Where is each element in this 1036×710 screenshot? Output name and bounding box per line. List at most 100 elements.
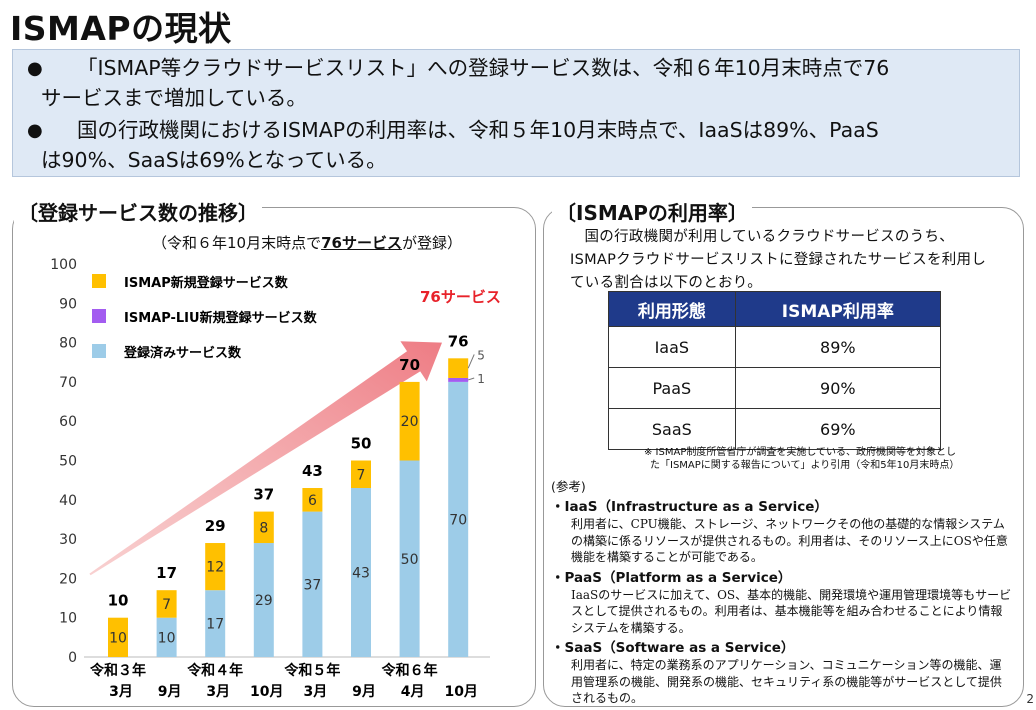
x-tick-label-month: 10月 (444, 684, 477, 700)
x-tick-label-year: 令和６年 (381, 662, 438, 679)
chart-note-prefix: （令和６年10月末時点で (152, 234, 322, 252)
bar-value-label: 50 (401, 552, 419, 568)
bar-value-label: 37 (303, 577, 321, 593)
bar-total-label: 50 (351, 435, 372, 453)
reference-title: (参考) (551, 479, 586, 494)
page-number: 2 (1026, 692, 1034, 706)
bar-segment (351, 488, 371, 657)
x-tick-label-year: 令和３年 (89, 662, 146, 679)
usage-rate-panel (543, 207, 1024, 707)
bullet-icon: ● (27, 120, 43, 141)
table-cell-type: SaaS (608, 408, 736, 450)
bar-segment (156, 617, 177, 657)
bar-segment (205, 590, 226, 657)
bar-total-label: 43 (302, 462, 323, 480)
reference-body-saas: 利用者に、特定の業務系のアプリケーション、コミュニケーション等の機能、運用管理系… (571, 658, 1002, 705)
callout-label-liu: 1 (477, 372, 485, 386)
source-line: ※ ISMAP制度所管省庁が調査を実施している、政府機関等を対象とし (644, 447, 957, 458)
y-tick-label: 20 (59, 571, 77, 587)
y-tick-label: 30 (59, 532, 77, 548)
callout-line (468, 377, 475, 381)
x-tick-label-month: 3月 (304, 684, 328, 700)
bar-value-label: 10 (158, 630, 176, 646)
bar-total-label: 17 (156, 564, 177, 582)
table-header-rate: ISMAP利用率 (734, 291, 942, 327)
table-header-type: 利用形態 (608, 291, 736, 327)
bar-segment (253, 543, 274, 657)
bar-total-label: 70 (399, 356, 420, 374)
x-tick-label-month: 4月 (401, 684, 425, 700)
bullet-icon: ● (27, 58, 43, 79)
bar-total-label: 76 (448, 332, 469, 350)
chart-note: （令和６年10月末時点で76サービスが登録） (152, 232, 462, 253)
bar-value-label: 43 (352, 566, 370, 582)
bar-segment (302, 511, 323, 657)
bar-segment (302, 488, 323, 512)
trend-arrow (89, 341, 443, 576)
bar-total-label: 29 (205, 517, 226, 535)
x-tick-label-year: 令和５年 (283, 662, 340, 679)
bar-value-label: 17 (206, 617, 224, 633)
legend-label-new: ISMAP新規登録サービス数 (124, 275, 289, 291)
bar-value-label: 10 (109, 630, 127, 646)
y-tick-label: 10 (59, 611, 77, 627)
table-cell-rate: 69% (734, 408, 942, 450)
y-tick-label: 60 (59, 414, 77, 430)
table-row: PaaS 90% (608, 367, 942, 409)
bar-value-label: 6 (308, 493, 317, 509)
table-cell-type: PaaS (608, 367, 736, 409)
chart-note-suffix: が登録） (401, 234, 462, 252)
bar-segment (351, 460, 371, 489)
table-cell-rate: 89% (734, 326, 942, 368)
reference-heading-paas: ・PaaS（Platform as a Service） (551, 569, 792, 586)
bar-segment (399, 381, 420, 461)
bar-segment (448, 381, 469, 657)
bar-total-label: 37 (253, 486, 274, 504)
reference-heading-iaas: ・IaaS（Infrastructure as a Service） (551, 499, 828, 515)
legend-swatch-new (92, 274, 106, 288)
section-title-usage-rate: 〔ISMAPの利用率〕 (552, 197, 752, 226)
bar-value-label: 20 (401, 414, 419, 430)
bar-value-label: 12 (206, 560, 224, 576)
y-tick-label: 90 (59, 296, 77, 312)
usage-rate-table: 利用形態 ISMAP利用率 IaaS 89% PaaS 90% SaaS 69% (608, 291, 942, 450)
table-cell-rate: 90% (734, 367, 942, 409)
x-tick-label-month: 3月 (109, 684, 133, 700)
bar-value-label: 29 (255, 593, 273, 609)
legend-label-registered: 登録済みサービス数 (123, 345, 242, 361)
bar-segment (448, 358, 469, 378)
x-tick-label-month: 10月 (250, 684, 283, 700)
chart-highlight-label: 76サービス (420, 288, 501, 306)
y-tick-label: 80 (59, 336, 77, 352)
x-tick-label-month: 9月 (158, 684, 182, 700)
table-row: SaaS 69% (608, 408, 942, 450)
bar-segment (156, 590, 177, 618)
page-title: ISMAPの現状 (10, 9, 232, 48)
legend-swatch-registered (92, 344, 106, 358)
reference-heading-saas: ・SaaS（Software as a Service） (551, 640, 795, 656)
bar-segment (448, 377, 469, 382)
summary-line: は90%、SaaSは69%となっている。 (41, 148, 387, 172)
y-tick-label: 100 (50, 257, 77, 273)
x-tick-label-month: 3月 (206, 684, 230, 700)
reference-body-iaas: 利用者に、CPU機能、ストレージ、ネットワークその他の基礎的な情報システムの構築… (571, 517, 1008, 564)
source-line: た「ISMAPに関する報告について」より引用（令和5年10月末時点） (650, 460, 960, 471)
bar-value-label: 7 (357, 467, 366, 483)
y-tick-label: 50 (59, 454, 77, 470)
usage-intro-text: 国の行政機関が利用しているクラウドサービスのうち、ISMAPクラウドサービスリス… (570, 229, 987, 291)
table-cell-type: IaaS (608, 326, 736, 368)
callout-line (467, 354, 475, 369)
bar-value-label: 70 (449, 512, 467, 528)
bar-value-label: 8 (259, 520, 268, 536)
table-header-row: 利用形態 ISMAP利用率 (608, 291, 942, 327)
x-tick-label-month: 9月 (352, 684, 376, 700)
reference-body-paas: IaaSのサービスに加えて、OS、基本的機能、開発環境や運用管理環境等もサービス… (571, 587, 1012, 635)
legend-label-liu: ISMAP-LIU新規登録サービス数 (124, 310, 318, 326)
y-tick-label: 40 (59, 493, 77, 509)
table-source-note: ※ ISMAP制度所管省庁が調査を実施している、政府機関等を対象とし た「ISM… (644, 446, 959, 472)
bar-segment (108, 617, 128, 657)
bar-total-label: 10 (108, 592, 129, 610)
summary-line: サービスまで増加している。 (41, 86, 307, 110)
reference-section: (参考) ・IaaS（Infrastructure as a Service） … (551, 478, 1013, 707)
